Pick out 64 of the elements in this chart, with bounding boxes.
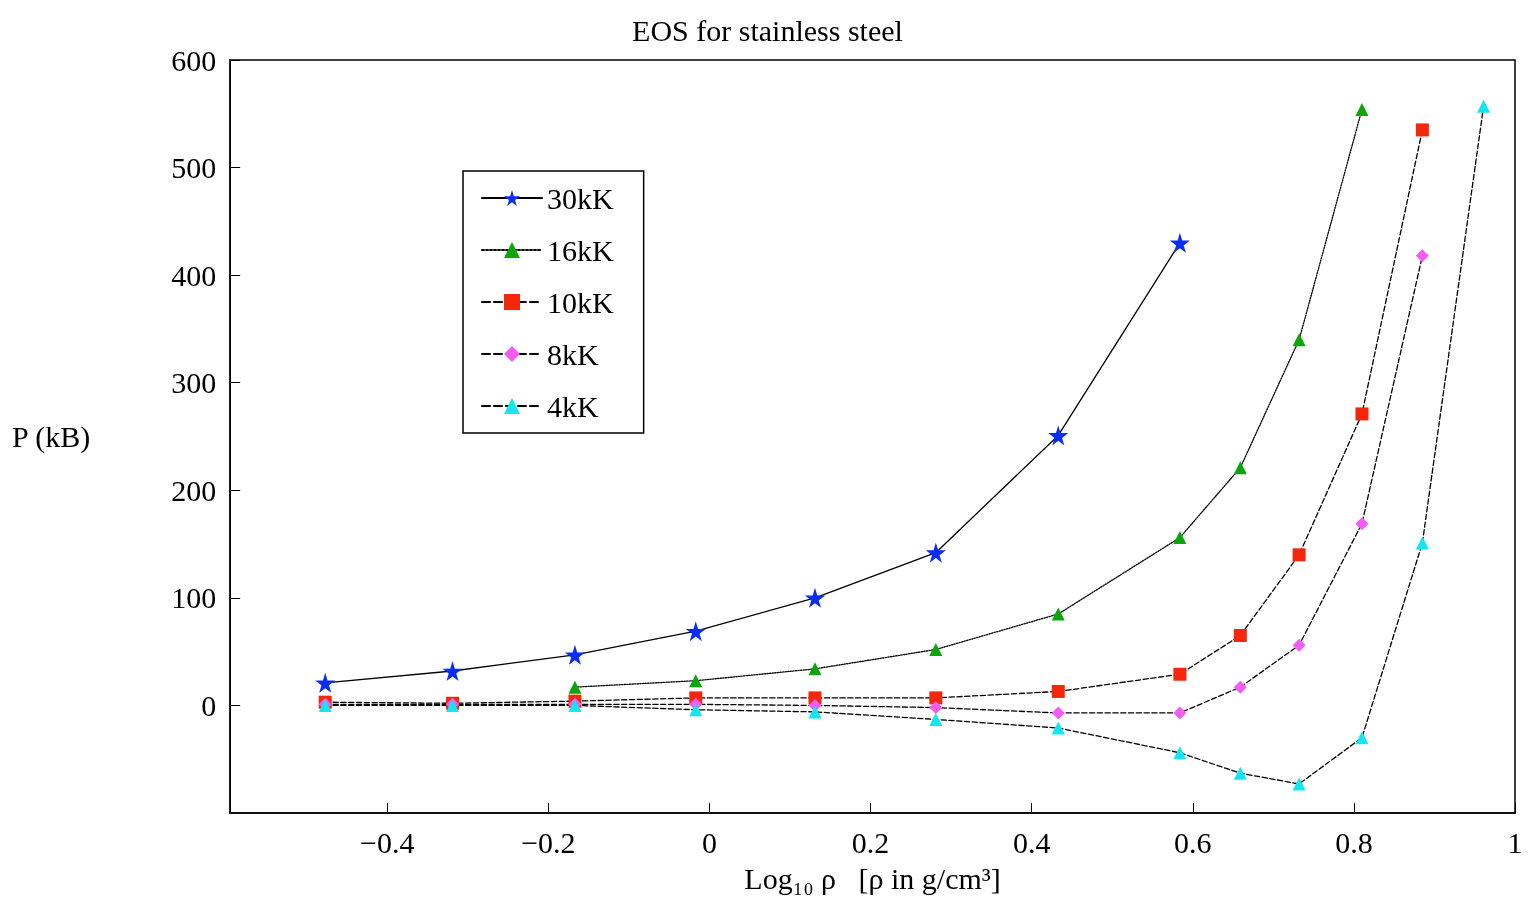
- y-tick-label: 200: [171, 473, 217, 507]
- x-tick-label: 0.6: [1174, 825, 1212, 859]
- y-tick-label: 500: [171, 151, 217, 185]
- point: [808, 662, 822, 676]
- x-axis-title: Log₁₀ ρ [ρ in g/cm³]: [744, 861, 1001, 895]
- legend-label: 8kK: [547, 337, 599, 371]
- point: [1415, 123, 1429, 137]
- point: [1292, 333, 1306, 347]
- point: [1355, 731, 1369, 745]
- legend-label: 16kK: [547, 233, 614, 267]
- point: [1173, 667, 1187, 681]
- point: [1292, 638, 1306, 652]
- y-tick-label: 100: [171, 581, 217, 615]
- x-tick-label: 0: [701, 825, 717, 859]
- point: [1355, 517, 1369, 531]
- point: [808, 705, 822, 719]
- x-tick-label: −0.4: [360, 825, 415, 859]
- point: [1355, 102, 1369, 116]
- point: [1233, 766, 1247, 780]
- point: [1355, 407, 1369, 421]
- point: [1173, 746, 1187, 760]
- point: [1051, 684, 1065, 698]
- point: [1173, 706, 1187, 720]
- point: [1415, 536, 1429, 550]
- chart-title: EOS for stainless steel: [632, 13, 903, 47]
- x-tick-label: 0.2: [851, 825, 890, 859]
- point: [1051, 721, 1065, 735]
- point: [1415, 249, 1429, 263]
- point: [442, 661, 463, 682]
- x-tick-label: 0.8: [1335, 825, 1373, 859]
- point: [1048, 425, 1069, 446]
- point: [564, 644, 585, 665]
- legend-label: 4kK: [547, 389, 599, 423]
- point: [929, 691, 943, 705]
- y-axis-title: P (kB): [12, 420, 91, 454]
- point: [1233, 629, 1247, 643]
- point: [1292, 777, 1306, 791]
- point: [1233, 461, 1247, 475]
- y-tick-label: 600: [171, 43, 217, 77]
- point: [1051, 607, 1065, 621]
- point: [685, 621, 706, 642]
- point: [1173, 531, 1187, 545]
- point: [929, 712, 943, 726]
- y-tick-label: 0: [201, 688, 217, 722]
- point: [925, 542, 946, 563]
- point: [689, 674, 703, 688]
- point: [1051, 706, 1065, 720]
- x-tick-label: −0.2: [521, 825, 576, 859]
- point: [1292, 548, 1306, 562]
- point: [689, 703, 703, 717]
- point: [1477, 99, 1491, 113]
- x-tick-label: 0.4: [1012, 825, 1051, 859]
- point: [1233, 680, 1247, 694]
- point: [929, 642, 943, 656]
- x-tick-label: 1: [1507, 825, 1523, 859]
- point: [568, 680, 582, 694]
- legend-label: 30kK: [547, 181, 614, 215]
- point: [804, 587, 825, 608]
- point: [929, 701, 943, 715]
- y-tick-label: 400: [171, 258, 217, 292]
- legend-label: 10kK: [547, 285, 614, 319]
- y-tick-label: 300: [171, 366, 217, 400]
- point: [1169, 232, 1190, 253]
- point: [315, 672, 336, 693]
